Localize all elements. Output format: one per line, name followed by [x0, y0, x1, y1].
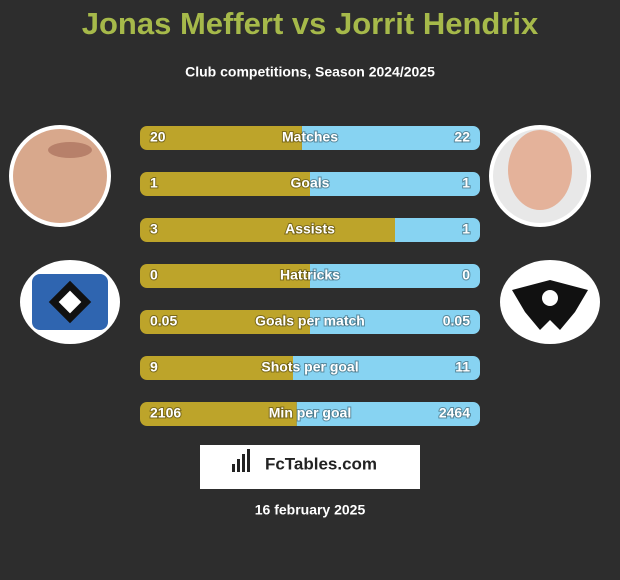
left-value: 1	[150, 175, 158, 191]
club-right-logo	[500, 260, 600, 344]
left-value: 2106	[150, 405, 181, 421]
bar-right	[293, 356, 480, 380]
player-left-avatar	[9, 125, 111, 227]
right-value: 11	[455, 359, 470, 375]
brand: FcTables.com	[265, 454, 377, 473]
right-value: 1	[462, 221, 470, 237]
title: Jonas Meffert vs Jorrit Hendrix	[82, 6, 539, 41]
right-value: 0	[462, 267, 470, 283]
right-value: 22	[454, 129, 470, 145]
subtitle: Club competitions, Season 2024/2025	[185, 64, 435, 80]
stat-label: Assists	[285, 221, 335, 237]
player-right-avatar	[489, 125, 591, 227]
right-value: 2464	[439, 405, 470, 421]
right-value: 0.05	[443, 313, 470, 329]
left-value: 0.05	[150, 313, 177, 329]
bar-right	[310, 172, 480, 196]
left-value: 3	[150, 221, 158, 237]
stat-label: Min per goal	[269, 405, 351, 421]
right-value: 1	[462, 175, 470, 191]
left-value: 9	[150, 359, 158, 375]
left-value: 0	[150, 267, 158, 283]
stat-label: Hattricks	[280, 267, 340, 283]
date: 16 february 2025	[255, 502, 366, 518]
bar-left	[140, 402, 297, 426]
bar-left	[140, 172, 310, 196]
bar-right	[310, 310, 480, 334]
stat-label: Goals per match	[255, 313, 365, 329]
bar-right	[296, 402, 480, 426]
stat-label: Goals	[291, 175, 330, 191]
left-value: 20	[150, 129, 166, 145]
stat-label: Shots per goal	[261, 359, 358, 375]
bar-left	[140, 264, 310, 288]
bar-right	[395, 218, 480, 242]
stat-label: Matches	[282, 129, 338, 145]
bar-left	[140, 310, 310, 334]
bar-right	[301, 126, 480, 150]
brand-icon	[232, 449, 250, 472]
bar-left	[140, 218, 395, 242]
bar-left	[140, 126, 302, 150]
bar-right	[310, 264, 480, 288]
bar-left	[140, 356, 293, 380]
club-left-logo	[20, 260, 120, 344]
brand-box	[200, 445, 420, 489]
